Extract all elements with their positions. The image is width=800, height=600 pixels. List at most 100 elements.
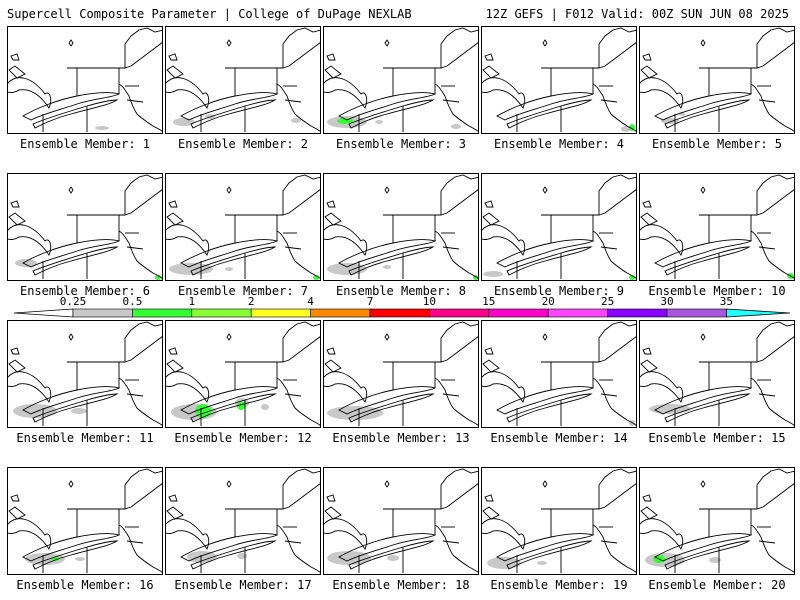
map-outline: [541, 321, 637, 363]
map-outline: [124, 482, 163, 510]
ensemble-member-label: Ensemble Member: 17: [174, 578, 312, 592]
map-outline: [440, 41, 479, 69]
ensemble-member-label: Ensemble Member: 16: [16, 578, 154, 592]
ensemble-panel-9: [481, 173, 637, 281]
colorbar-tick-label: 7: [367, 295, 374, 308]
map-outline: [434, 377, 479, 427]
map-outline: [180, 239, 279, 268]
map-outline: [440, 482, 479, 510]
map-outline: [442, 246, 460, 250]
scp-low-area: [169, 263, 213, 275]
map-outline: [326, 53, 336, 61]
map-outline: [326, 494, 336, 502]
map-outline: [434, 83, 479, 133]
valid-time: 12Z GEFS | F012 Valid: 00Z SUN JUN 08 20…: [485, 7, 789, 21]
map-outline: [168, 200, 178, 208]
map-outline: [598, 41, 637, 69]
map-outline: [640, 506, 658, 520]
map-outline: [758, 246, 776, 250]
map-outline: [166, 65, 184, 79]
map-outline: [168, 494, 178, 502]
ensemble-panel-3: [323, 26, 479, 134]
scp-low-area: [13, 404, 57, 418]
map-outline: [348, 540, 435, 570]
map-outline: [67, 27, 163, 69]
diamond-marker: [700, 186, 706, 194]
map-outline: [482, 359, 500, 373]
map-outline: [166, 359, 184, 373]
map-outline: [126, 99, 144, 103]
diamond-marker: [68, 39, 74, 47]
ensemble-member-label: Ensemble Member: 5: [651, 137, 783, 151]
map-outline: [326, 200, 336, 208]
map-outline: [592, 230, 637, 280]
map-outline: [166, 506, 184, 520]
map-outline: [348, 246, 435, 276]
map-outline: [481, 77, 526, 109]
map-outline: [640, 359, 658, 373]
map-outline: [592, 377, 637, 427]
panel-frame: [323, 26, 479, 134]
ensemble-member-label: Ensemble Member: 19: [490, 578, 628, 592]
map-outline: [506, 99, 593, 129]
map-outline: [598, 482, 637, 510]
colorbar-segment: [666, 308, 727, 318]
map-outline: [126, 540, 144, 544]
colorbar-segment: [250, 308, 311, 318]
diamond-marker: [68, 333, 74, 341]
map-outline: [598, 335, 637, 363]
map-outline: [32, 540, 119, 570]
map-outline: [699, 174, 795, 216]
map-outline: [323, 518, 368, 550]
map-outline: [640, 65, 658, 79]
map-outline: [118, 524, 163, 574]
map-outline: [664, 540, 751, 570]
diamond-marker: [384, 186, 390, 194]
ensemble-map-11: [7, 320, 163, 428]
map-outline: [276, 524, 321, 574]
ensemble-panel-4: [481, 26, 637, 134]
ensemble-panel-13: [323, 320, 479, 428]
map-outline: [481, 224, 526, 256]
scp-low-area: [291, 118, 301, 123]
colorbar-tick-label: 4: [307, 295, 314, 308]
ensemble-map-9: [481, 173, 637, 281]
map-outline: [756, 188, 795, 216]
diamond-marker: [542, 186, 548, 194]
map-outline: [642, 53, 652, 61]
map-outline: [699, 27, 795, 69]
map-outline: [10, 53, 20, 61]
map-outline: [506, 246, 593, 276]
ensemble-panel-5: [639, 26, 795, 134]
map-outline: [10, 200, 20, 208]
scp-low-area: [25, 553, 65, 565]
ensemble-panel-1: [7, 26, 163, 134]
map-outline: [481, 371, 526, 403]
map-outline: [10, 494, 20, 502]
diamond-marker: [68, 186, 74, 194]
map-outline: [190, 246, 277, 276]
colorbar-tick-label: 30: [660, 295, 673, 308]
panel-frame: [165, 26, 321, 134]
map-outline: [168, 53, 178, 61]
map-outline: [225, 468, 321, 510]
map-outline: [600, 99, 618, 103]
colorbar-tick-label: 0.25: [60, 295, 87, 308]
map-outline: [654, 239, 753, 268]
ensemble-member-label: Ensemble Member: 4: [493, 137, 625, 151]
map-outline: [541, 27, 637, 69]
map-outline: [639, 371, 684, 403]
map-outline: [32, 246, 119, 276]
map-outline: [7, 371, 52, 403]
map-outline: [664, 393, 751, 423]
scp-low-area: [327, 263, 367, 275]
map-outline: [640, 212, 658, 226]
ensemble-map-15: [639, 320, 795, 428]
ensemble-member-label: Ensemble Member: 7: [177, 284, 309, 298]
colorbar-tick-label: 15: [482, 295, 495, 308]
map-outline: [348, 393, 435, 423]
map-outline: [126, 393, 144, 397]
map-outline: [67, 321, 163, 363]
map-outline: [168, 347, 178, 355]
ensemble-member-label: Ensemble Member: 20: [648, 578, 786, 592]
